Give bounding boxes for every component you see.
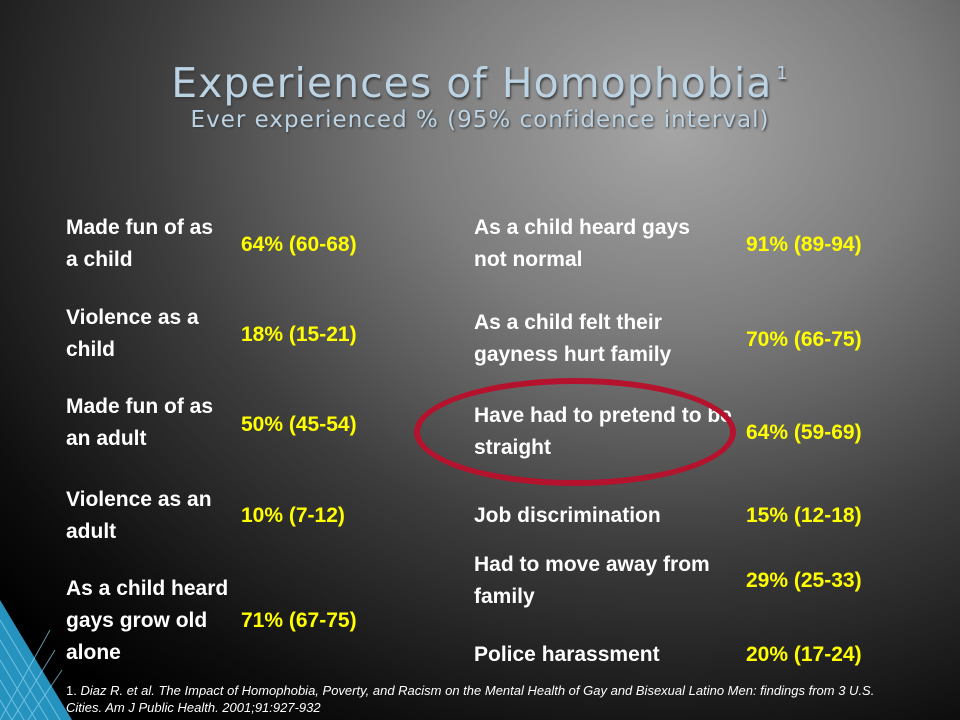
right-label-2: As a child felt their gayness hurt famil…	[474, 311, 672, 366]
right-value-3: 64% (59-69)	[746, 421, 862, 444]
left-value-3: 50% (45-54)	[241, 413, 357, 436]
corner-decoration	[0, 600, 72, 720]
right-value-5: 29% (25-33)	[746, 569, 862, 592]
highlight-ellipse	[414, 378, 736, 486]
left-value-1: 64% (60-68)	[241, 233, 357, 256]
left-label-4: Violence as an adult	[66, 488, 212, 543]
right-label-1: As a child heard gays not normal	[474, 216, 690, 271]
left-label-2: Violence as a child	[66, 306, 199, 361]
right-value-1: 91% (89-94)	[746, 233, 862, 256]
right-label-4: Job discrimination	[474, 504, 661, 527]
title-footnote-marker: 1	[776, 63, 789, 84]
right-value-2: 70% (66-75)	[746, 328, 862, 351]
right-value-6: 20% (17-24)	[746, 643, 862, 666]
left-value-2: 18% (15-21)	[241, 323, 357, 346]
right-label-6: Police harassment	[474, 643, 660, 666]
left-value-4: 10% (7-12)	[241, 504, 345, 527]
left-value-5: 71% (67-75)	[241, 609, 357, 632]
left-label-5: As a child heard gays grow old alone	[66, 577, 229, 664]
right-value-4: 15% (12-18)	[746, 504, 862, 527]
title-text: Experiences of Homophobia	[171, 59, 773, 107]
footnote: 1. Diaz R. et al. The Impact of Homophob…	[66, 682, 906, 716]
footnote-reference: Diaz R. et al. The Impact of Homophobia,…	[66, 683, 875, 715]
title-block: Experiences of Homophobia 1 Ever experien…	[0, 48, 960, 133]
left-label-3: Made fun of as an adult	[66, 395, 214, 450]
slide-title: Experiences of Homophobia 1	[0, 48, 960, 109]
left-label-1: Made fun of as a child	[66, 216, 214, 271]
slide-subtitle: Ever experienced % (95% confidence inter…	[190, 107, 770, 133]
right-label-5: Had to move away from family	[474, 553, 710, 608]
footnote-number: 1.	[66, 683, 77, 698]
